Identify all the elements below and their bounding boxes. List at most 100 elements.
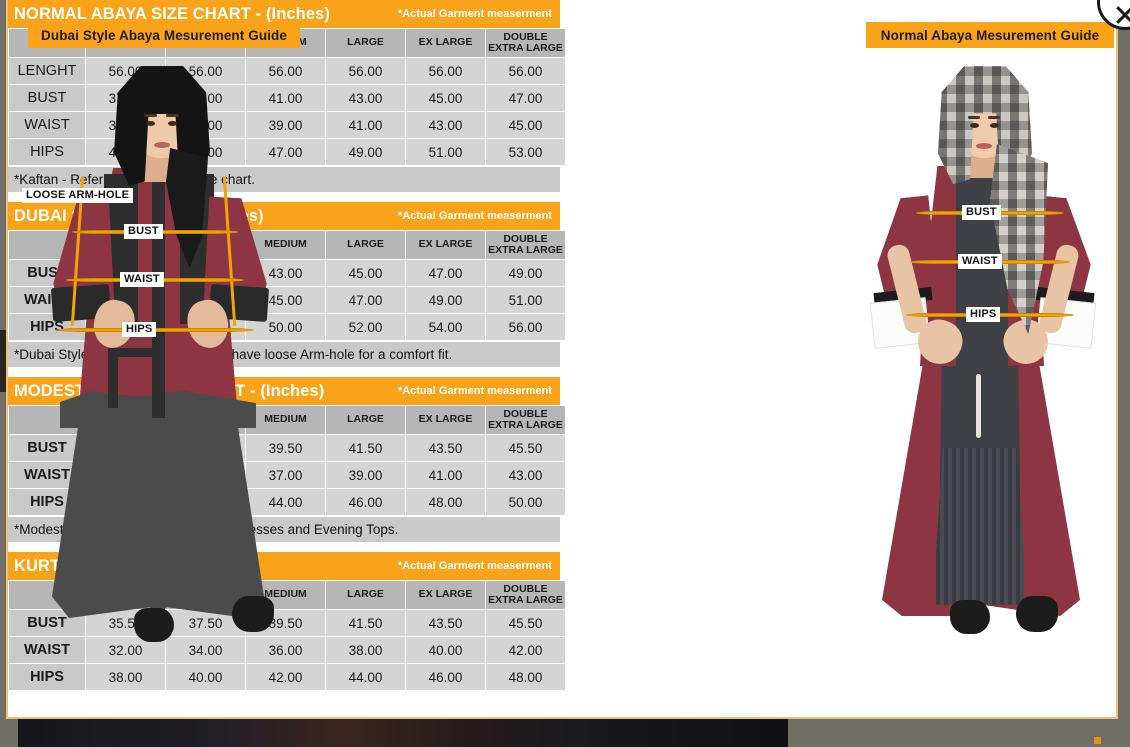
col-header-m: MEDIUM	[246, 231, 325, 259]
row-label: HIPS	[9, 664, 85, 690]
cell-value: 44.00	[326, 664, 405, 690]
cell-value: 43.00	[326, 85, 405, 111]
cell-value: 48.00	[406, 489, 485, 515]
row-label: WAIST	[9, 637, 85, 663]
cell-value: 41.00	[246, 85, 325, 111]
model-left-eye	[970, 123, 979, 128]
cell-value: 48.00	[486, 664, 565, 690]
cell-value: 37.50	[166, 610, 245, 636]
col-header-l: LARGE	[326, 406, 405, 434]
col-header-xl: EX LARGE	[406, 581, 485, 609]
backdrop-left-artifact	[0, 330, 9, 392]
model-left-shoe	[134, 608, 174, 642]
cell-value: 45.50	[486, 435, 565, 461]
right-model-illustration: BUST WAIST HIPS	[858, 48, 1116, 648]
cell-value: 41.00	[406, 462, 485, 488]
dubai-style-abaya-figure: LOOSE ARM-HOLE BUST WAIST HIPS	[16, 48, 304, 648]
cell-value: 38.00	[326, 637, 405, 663]
col-header-l: LARGE	[326, 231, 405, 259]
cell-value: 41.50	[326, 610, 405, 636]
cell-value: 41.50	[326, 435, 405, 461]
col-header-l: LARGE	[326, 29, 405, 57]
cell-value: 56.00	[486, 314, 565, 340]
size-chart-content: Dubai Style Abaya Mesurement Guide	[8, 0, 1116, 715]
cell-value: 54.00	[406, 314, 485, 340]
chart-title: NORMAL ABAYA SIZE CHART - (Inches)	[14, 4, 331, 23]
row-label: BUST	[9, 85, 85, 111]
cell-value: 39.00	[246, 112, 325, 138]
cell-value: 39.50	[246, 435, 325, 461]
table-row: HIPS 38.00 40.00 42.00 44.00 46.00 48.00	[9, 664, 565, 690]
backdrop-orange-dot	[1094, 737, 1101, 744]
cell-value: 47.00	[246, 139, 325, 165]
col-header-xl: EX LARGE	[406, 29, 485, 57]
row-label: WAIST	[9, 112, 85, 138]
cell-value: 51.00	[406, 139, 485, 165]
table-row: WAIST 32.00 34.00 36.00 38.00 40.00 42.0…	[9, 637, 565, 663]
model-left-eyebrow	[144, 114, 157, 117]
abaya-waist-tie	[976, 374, 981, 438]
cell-value: 39.00	[326, 462, 405, 488]
cell-value: 45.00	[486, 112, 565, 138]
cell-value: 45.00	[406, 85, 485, 111]
model-right-eye	[990, 123, 999, 128]
model-right-eyebrow	[988, 116, 1000, 119]
cell-value: 42.00	[486, 637, 565, 663]
cell-value: 56.00	[246, 58, 325, 84]
row-label: HIPS	[9, 139, 85, 165]
left-guide-title: Dubai Style Abaya Mesurement Guide	[28, 22, 300, 48]
cell-value: 38.00	[86, 664, 165, 690]
model-right-shoe	[1016, 596, 1058, 632]
label-waist: WAIST	[120, 272, 164, 287]
cell-value: 47.00	[326, 287, 405, 313]
cell-value: 51.00	[486, 287, 565, 313]
cell-value: 40.00	[406, 637, 485, 663]
col-header-xxl: DOUBLE EXTRA LARGE	[486, 231, 565, 259]
cell-value: 49.00	[486, 260, 565, 286]
cell-value: 47.00	[486, 85, 565, 111]
cell-value: 37.00	[246, 462, 325, 488]
cell-value: 45.50	[486, 610, 565, 636]
col-header-xl: EX LARGE	[406, 406, 485, 434]
normal-abaya-figure: BUST WAIST HIPS	[858, 48, 1116, 648]
cell-value: 45.00	[326, 260, 405, 286]
col-header-xxl: DOUBLE EXTRA LARGE	[486, 406, 565, 434]
cell-value: 56.00	[486, 58, 565, 84]
cell-value: 47.00	[406, 260, 485, 286]
model-lips	[154, 142, 170, 148]
cell-value: 56.00	[406, 58, 485, 84]
model-left-eyebrow	[968, 116, 980, 119]
label-waist: WAIST	[958, 254, 1002, 269]
cell-value: 43.50	[406, 610, 485, 636]
cell-value: 49.00	[326, 139, 405, 165]
cell-value: 41.00	[326, 112, 405, 138]
cell-value: 44.00	[246, 489, 325, 515]
chart-note: *Actual Garment measerment	[397, 8, 552, 20]
row-label: LENGHT	[9, 58, 85, 84]
model-right-eyebrow	[166, 114, 179, 117]
abaya-front-placket	[152, 170, 165, 418]
cell-value: 56.00	[326, 58, 405, 84]
cell-value: 46.00	[406, 664, 485, 690]
chart-note: *Actual Garment measerment	[397, 385, 552, 397]
cell-value: 43.00	[486, 462, 565, 488]
cell-value: 34.00	[166, 637, 245, 663]
cell-value: 52.00	[326, 314, 405, 340]
cell-value: 46.00	[326, 489, 405, 515]
right-measurement-guide: Normal Abaya Mesurement Guide	[858, 0, 1116, 715]
cell-value: 40.00	[166, 664, 245, 690]
label-bust: BUST	[962, 205, 1001, 220]
abaya-pleated-panel	[936, 448, 1024, 605]
chart-note: *Actual Garment measerment	[397, 560, 552, 572]
col-header-xl: EX LARGE	[406, 231, 485, 259]
abaya-trim-vertical	[108, 348, 118, 408]
col-header-l: LARGE	[326, 581, 405, 609]
col-header-xxl: DOUBLE EXTRA LARGE	[486, 581, 565, 609]
backdrop-page-strip	[18, 716, 788, 747]
plaid-hijab-drape	[990, 144, 1048, 334]
abaya-trim-horizontal	[108, 348, 156, 357]
label-bust: BUST	[124, 224, 163, 239]
chart-note: *Actual Garment measerment	[397, 210, 552, 222]
right-guide-title: Normal Abaya Mesurement Guide	[866, 22, 1114, 48]
left-model-illustration: LOOSE ARM-HOLE BUST WAIST HIPS	[16, 48, 304, 648]
